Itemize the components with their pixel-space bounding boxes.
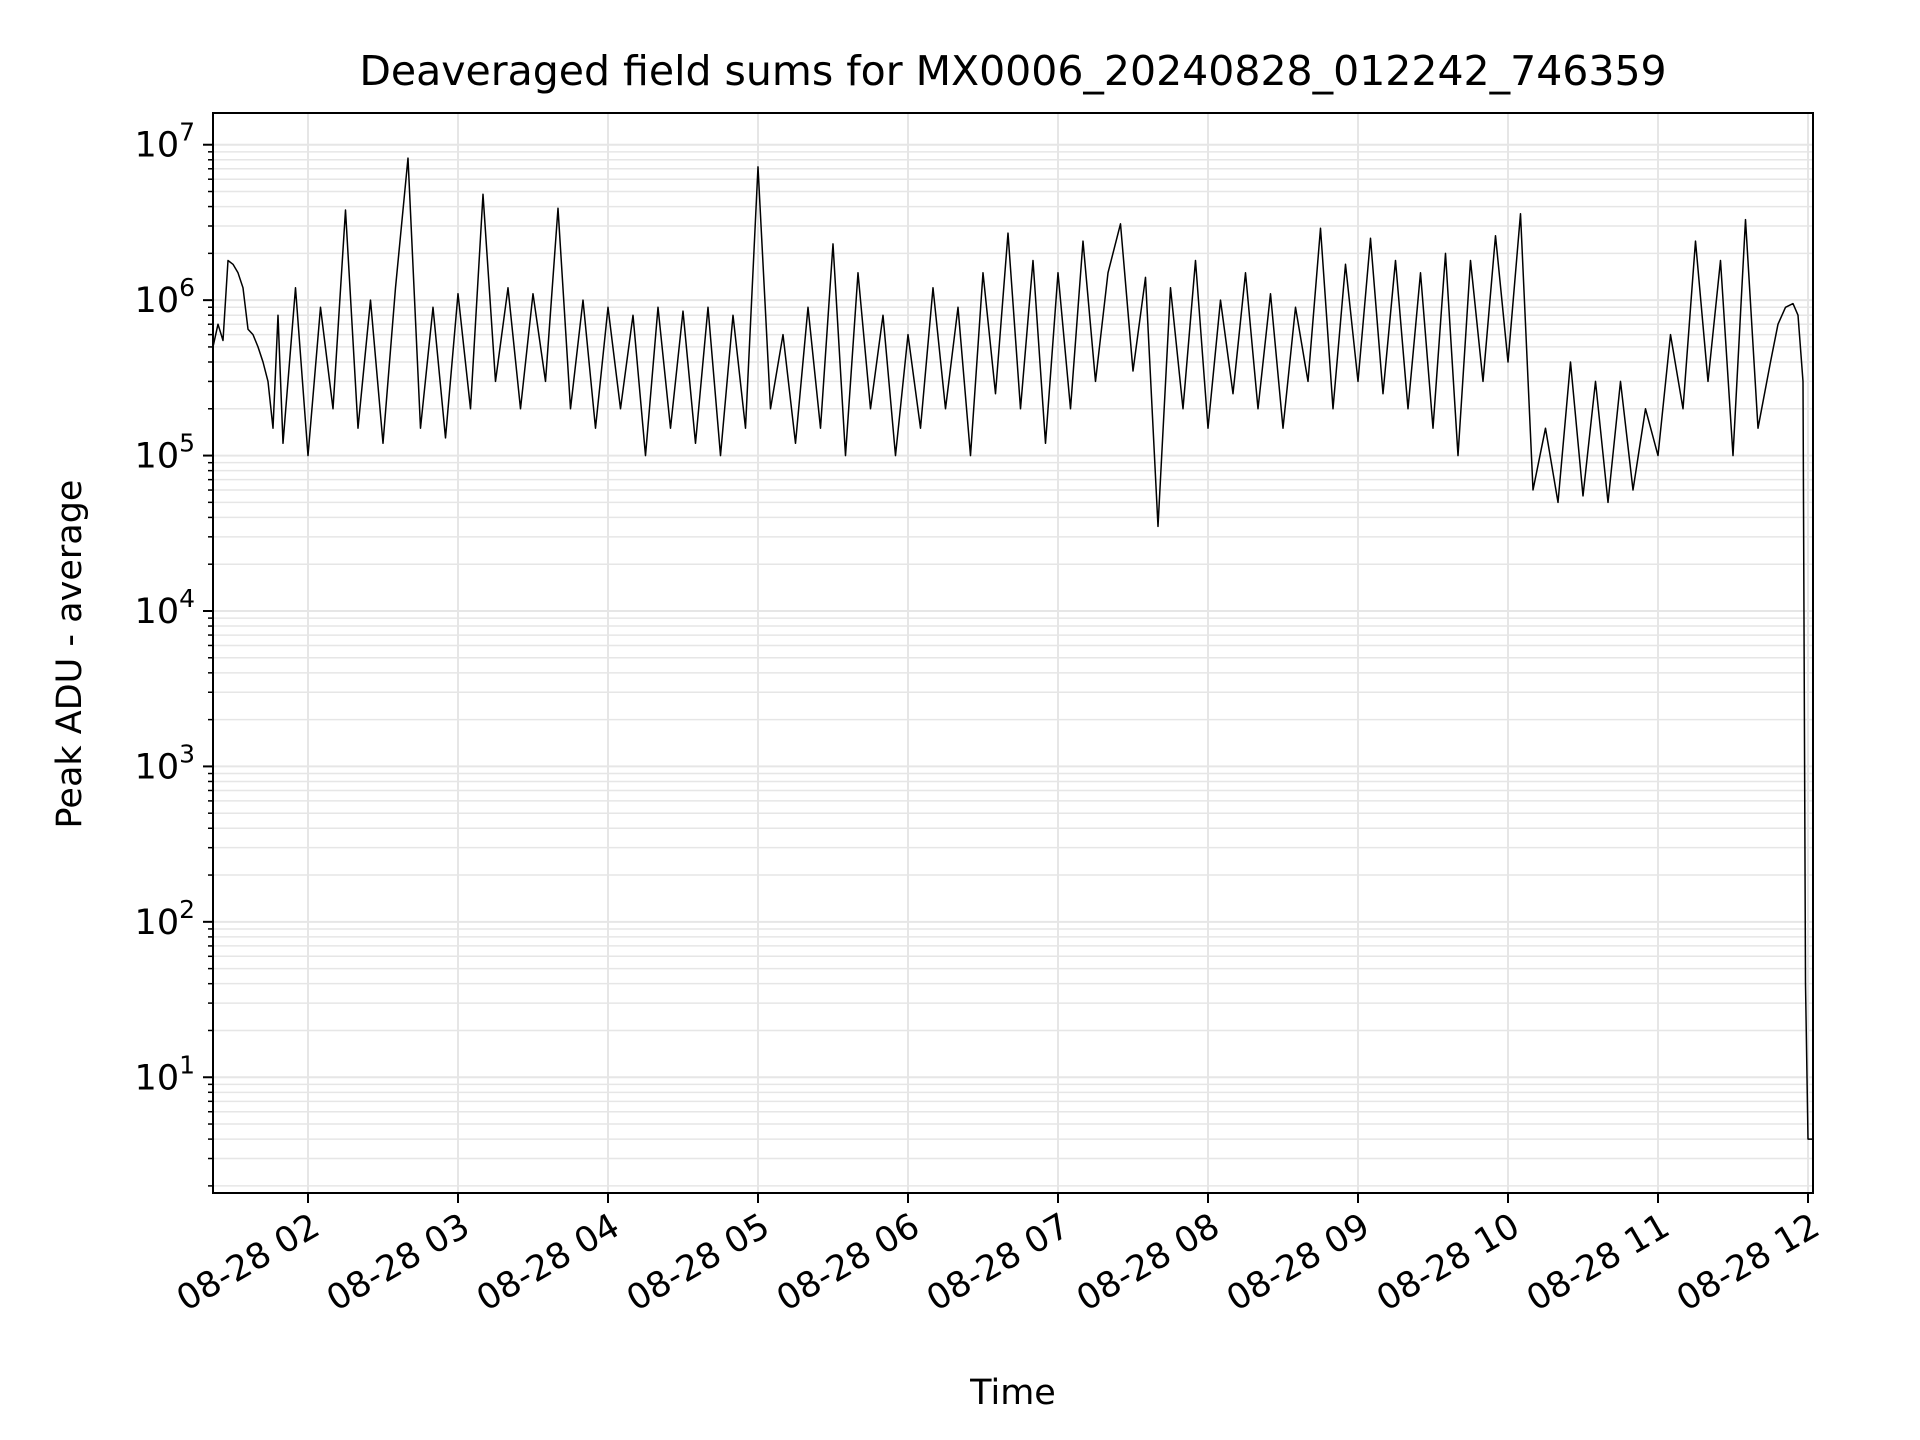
plot-frame xyxy=(212,112,1814,1194)
y-axis-label: Peak ADU - average xyxy=(50,480,90,829)
y-tick-label: 105 xyxy=(135,429,195,477)
series-line xyxy=(212,157,1813,1140)
y-axis: 101 102 103 104 105 106 107 xyxy=(135,118,213,1187)
x-axis-label: Time xyxy=(969,1373,1056,1413)
y-tick-label: 101 xyxy=(135,1050,195,1098)
y-tick-label: 107 xyxy=(135,118,195,166)
y-tick-label: 102 xyxy=(135,895,195,943)
y-tick-label: 103 xyxy=(135,739,195,787)
series-layer xyxy=(212,157,1813,1140)
y-tick-label: 104 xyxy=(135,584,195,632)
grid-lines xyxy=(213,113,1813,1193)
chart-title: Deaveraged field sums for MX0006_2024082… xyxy=(359,47,1666,95)
y-tick-label: 106 xyxy=(135,273,195,321)
